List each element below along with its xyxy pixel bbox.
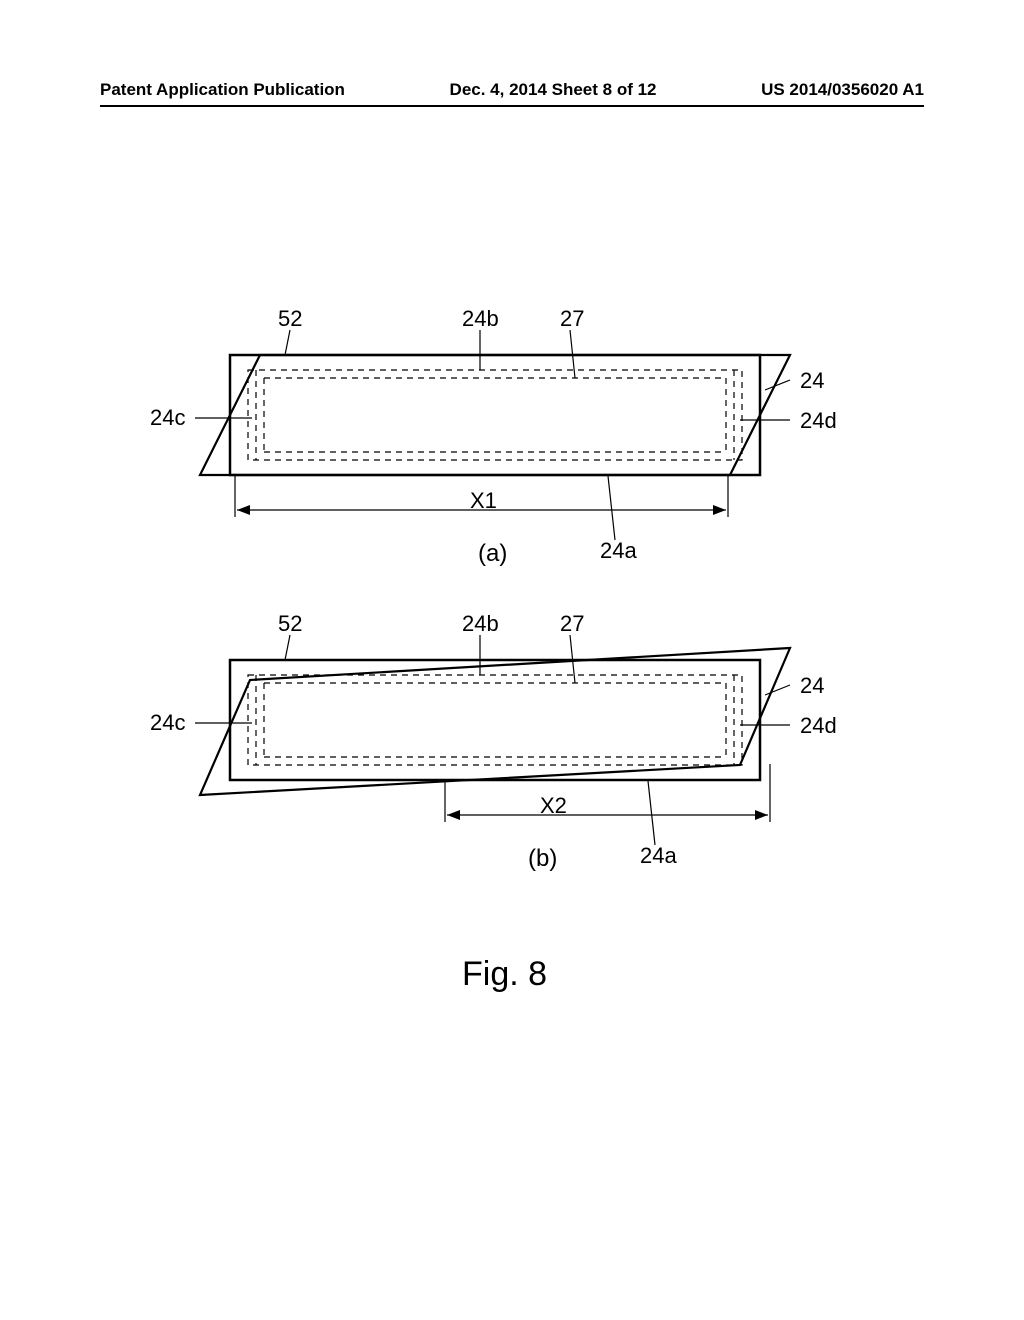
figure-container: 52 24b 27 24 24c 24d 24a X1 (a) [0, 0, 1024, 1320]
label-24d-b: 24d [800, 713, 837, 739]
label-24a-b: 24a [640, 843, 677, 869]
label-24b-b: 24b [462, 611, 499, 637]
label-24c-b: 24c [150, 710, 185, 736]
sub-b: (b) [528, 845, 557, 873]
figure-caption: Fig. 8 [462, 955, 547, 994]
label-27-b: 27 [560, 611, 584, 637]
figure-b-svg [0, 0, 1024, 900]
label-24-b: 24 [800, 673, 824, 699]
label-52-b: 52 [278, 611, 302, 637]
label-x2: X2 [540, 793, 567, 819]
